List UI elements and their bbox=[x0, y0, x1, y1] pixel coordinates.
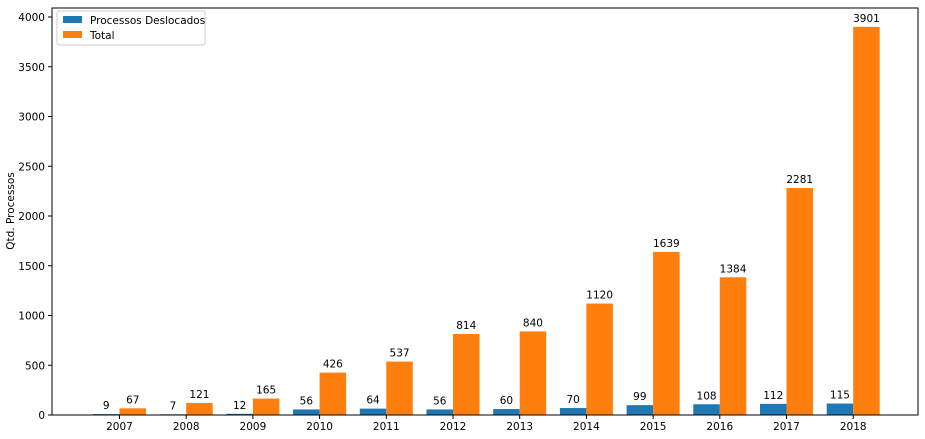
data-label: 121 bbox=[189, 389, 209, 401]
data-label: 1384 bbox=[720, 263, 747, 275]
data-label: 840 bbox=[523, 317, 543, 329]
data-label: 426 bbox=[323, 359, 343, 371]
y-tick-label: 3500 bbox=[18, 62, 45, 74]
x-tick-label: 2014 bbox=[573, 421, 600, 433]
bar-total bbox=[186, 402, 213, 415]
x-tick-label: 2015 bbox=[640, 421, 667, 433]
y-tick-label: 0 bbox=[38, 410, 45, 422]
legend-swatch-processos-deslocados bbox=[63, 16, 82, 23]
bar-processos-deslocados bbox=[293, 409, 320, 415]
bar-processos-deslocados bbox=[226, 413, 253, 415]
bar-total bbox=[786, 188, 813, 415]
bar-processos-deslocados bbox=[359, 408, 387, 415]
x-tick-label: 2011 bbox=[373, 421, 400, 433]
legend-box bbox=[56, 10, 206, 46]
legend-label-total: Total bbox=[89, 30, 115, 42]
data-label: 70 bbox=[566, 394, 579, 406]
data-label: 108 bbox=[697, 390, 717, 402]
bar-processos-deslocados bbox=[760, 403, 787, 415]
data-label: 537 bbox=[390, 348, 410, 360]
data-label: 64 bbox=[366, 395, 380, 407]
data-label: 7 bbox=[170, 400, 177, 412]
data-label: 60 bbox=[500, 395, 513, 407]
bar-processos-deslocados bbox=[626, 405, 654, 415]
data-labels: 9 67 7121121655642664537568146084070112099… bbox=[103, 13, 880, 412]
y-tick-label: 1500 bbox=[18, 261, 45, 273]
x-tick-label: 2018 bbox=[840, 421, 867, 433]
data-label: 3901 bbox=[853, 13, 880, 25]
y-tick-label: 3000 bbox=[18, 112, 45, 124]
bar-total bbox=[453, 334, 480, 415]
bar-total bbox=[586, 303, 613, 415]
y-tick-label: 1000 bbox=[18, 311, 45, 323]
bar-processos-deslocados bbox=[826, 403, 854, 415]
data-label: 12 bbox=[233, 400, 246, 412]
bar-total bbox=[119, 408, 146, 415]
data-label: 56 bbox=[433, 395, 447, 407]
y-tick-label: 2000 bbox=[18, 211, 45, 223]
legend-swatch-total bbox=[63, 31, 82, 38]
x-tick-label: 2007 bbox=[106, 421, 133, 433]
data-label: 165 bbox=[256, 385, 276, 397]
legend-label-processos-deslocados: Processos Deslocados bbox=[90, 15, 205, 27]
data-label: 112 bbox=[763, 390, 783, 402]
bar-total bbox=[853, 26, 880, 416]
data-label: 56 bbox=[300, 395, 314, 407]
bar-processos-deslocados bbox=[559, 408, 587, 415]
x-tick-label: 2013 bbox=[506, 421, 533, 433]
x-axis-ticks: 2007 2008 2009 2010 2011 2012 2013 2014 2015 2016… bbox=[106, 415, 867, 433]
bar-total bbox=[252, 398, 280, 415]
x-tick-label: 2017 bbox=[773, 421, 800, 433]
data-label: 9 bbox=[103, 400, 110, 412]
plot-area-frame bbox=[51, 7, 919, 416]
y-tick-label: 4000 bbox=[18, 12, 45, 24]
x-tick-label: 2012 bbox=[440, 421, 467, 433]
data-label: 115 bbox=[830, 390, 850, 402]
x-tick-label: 2010 bbox=[306, 421, 333, 433]
data-label: 2281 bbox=[786, 174, 813, 186]
data-label: 1120 bbox=[586, 290, 613, 302]
bar-processos-deslocados bbox=[493, 409, 520, 415]
legend: Processos Deslocados Total bbox=[56, 10, 206, 46]
x-tick-label: 2008 bbox=[173, 421, 200, 433]
data-label: 67 bbox=[126, 394, 139, 406]
y-axis-ticks: 0 500 1000 1500 2000 2500 3000 3500 4000 bbox=[18, 12, 52, 422]
bar-total bbox=[319, 372, 347, 415]
bar-total bbox=[519, 331, 547, 415]
x-tick-label: 2009 bbox=[240, 421, 267, 433]
bar-processos-deslocados bbox=[693, 404, 720, 415]
data-label: 99 bbox=[633, 391, 646, 403]
y-axis-label: Qtd. Processos bbox=[5, 172, 17, 249]
data-label: 1639 bbox=[653, 238, 680, 250]
bar-total bbox=[386, 361, 413, 415]
bar-total bbox=[653, 251, 680, 415]
bar-processos-deslocados bbox=[426, 409, 453, 415]
y-tick-label: 2500 bbox=[18, 161, 45, 173]
bars bbox=[93, 26, 880, 416]
data-label: 814 bbox=[456, 320, 476, 332]
x-tick-label: 2016 bbox=[706, 421, 733, 433]
bar-total bbox=[719, 277, 747, 415]
y-tick-label: 500 bbox=[25, 360, 45, 372]
